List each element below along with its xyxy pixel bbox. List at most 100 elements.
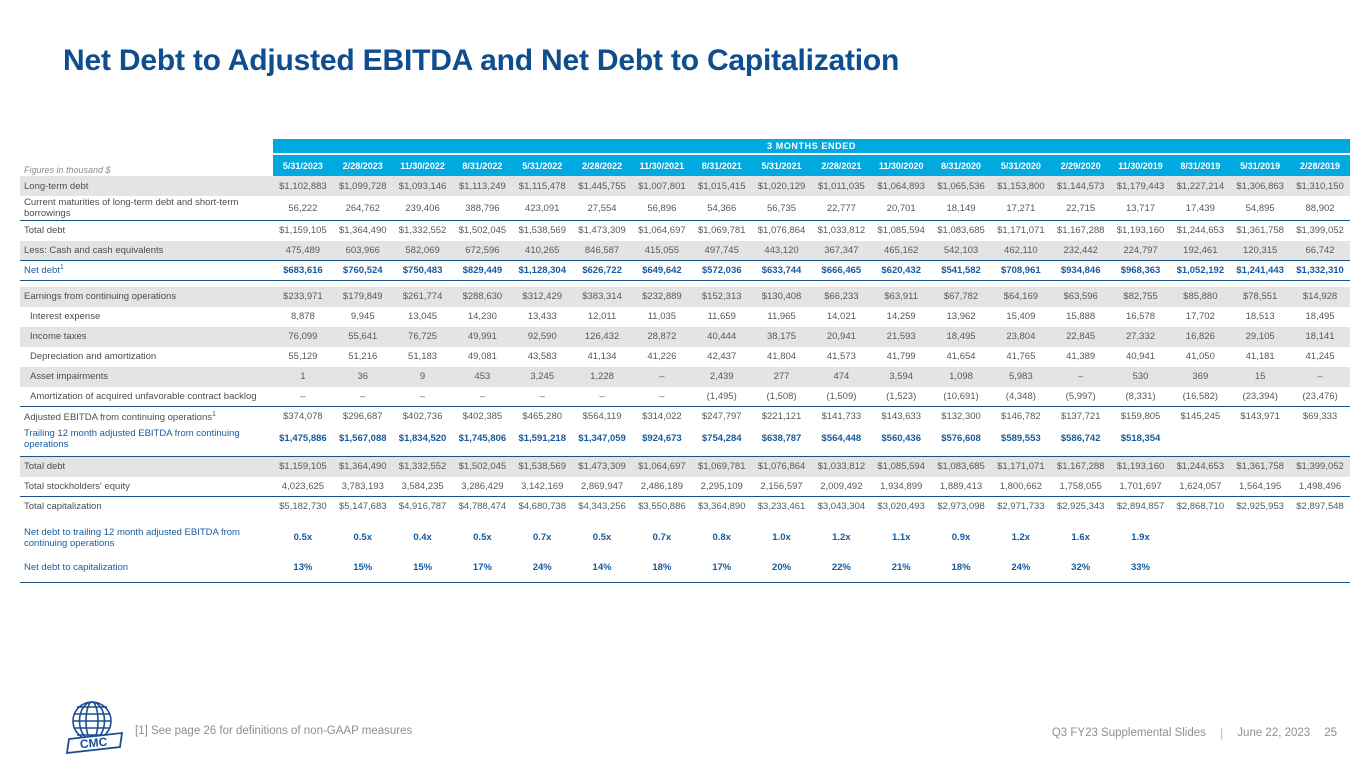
footer-divider: |	[1219, 725, 1224, 740]
cell: $1,332,552	[392, 456, 453, 477]
cell: 21%	[871, 552, 932, 583]
cell: 17%	[452, 552, 513, 583]
cell: 51,183	[408, 351, 438, 362]
cell: $402,385	[452, 406, 513, 427]
cell: $132,300	[931, 406, 991, 427]
cell: 11,035	[647, 311, 677, 322]
cell: 24%	[990, 552, 1051, 583]
cell: 15,888	[1066, 311, 1096, 322]
cell: $1,083,685	[931, 456, 991, 477]
cell: 465,162	[871, 240, 932, 261]
cell: $633,744	[751, 260, 812, 281]
cell: $1,475,886	[279, 433, 327, 444]
cell	[1170, 523, 1230, 553]
cell: $576,608	[941, 433, 981, 444]
cell	[1170, 552, 1231, 583]
cell: $1,033,812	[811, 220, 872, 241]
cell: 0.8x	[712, 532, 731, 543]
cell: $1,064,697	[631, 220, 692, 241]
cell: $1,065,536	[931, 176, 991, 196]
cell: $159,805	[1110, 406, 1171, 427]
cell: $1,064,893	[871, 176, 932, 196]
table-row: Depreciation and amortization 55,129 51,21…	[20, 347, 1350, 367]
cell: (1,523)	[886, 390, 917, 402]
cell: $1,364,490	[332, 456, 393, 477]
cell: 475,489	[273, 240, 333, 261]
column-header: 2/28/2022	[572, 154, 632, 176]
cell: $69,333	[1290, 406, 1350, 427]
row-label: Net debt to capitalization	[20, 552, 273, 583]
cell: 1.2x	[832, 532, 851, 543]
cell: 16,578	[1125, 311, 1156, 322]
cell: 2,439	[691, 366, 752, 387]
cell: $402,736	[392, 406, 453, 427]
table-row: Amortization of acquired unfavorable con…	[20, 387, 1350, 407]
cell: $1,069,781	[691, 456, 752, 477]
cell: $968,363	[1110, 260, 1171, 281]
cell: $1,099,728	[332, 176, 393, 196]
cell: (23,394)	[1242, 390, 1278, 402]
cell: $1,128,304	[512, 260, 573, 281]
cell: $620,432	[871, 260, 932, 281]
cell: $143,633	[871, 406, 932, 427]
cell: $2,897,548	[1290, 496, 1350, 517]
cell: 1,701,697	[1119, 480, 1162, 492]
cell: 15%	[392, 552, 453, 583]
cell: $1,083,685	[931, 220, 991, 241]
table-row: Current maturities of long-term debt and…	[20, 196, 1350, 221]
cell: 42,437	[707, 351, 737, 362]
cell: $1,310,150	[1290, 176, 1350, 196]
row-label: Depreciation and amortization	[30, 351, 157, 362]
cell: $1,085,594	[871, 220, 932, 241]
cell: $261,774	[392, 286, 453, 307]
cmc-globe-logo: CMC	[65, 701, 124, 755]
cell: 27,554	[587, 202, 617, 214]
cell: 3,594	[871, 366, 932, 387]
cell: $4,680,738	[512, 496, 573, 517]
cell: 13%	[273, 552, 333, 583]
cell: 18,149	[946, 202, 976, 214]
cell: $137,721	[1050, 406, 1111, 427]
cell: $1,115,478	[512, 176, 573, 196]
cell: 0.5x	[473, 532, 492, 543]
cell: 9,945	[350, 311, 375, 322]
table-row: Long-term debt $1,102,883 $1,099,728 $1,093…	[20, 176, 1350, 196]
cell: (23,476)	[1302, 390, 1338, 402]
cell: 40,941	[1125, 351, 1156, 362]
table-row: Interest expense 8,878 9,945 13,045 14,230 13…	[20, 307, 1350, 327]
column-header: 8/31/2022	[452, 154, 513, 176]
cell: 14,230	[467, 311, 497, 322]
cell: 0.7x	[652, 532, 672, 543]
cell: 27,332	[1110, 326, 1171, 347]
cell: 18%	[931, 552, 991, 583]
cell: $1,241,443	[1230, 260, 1291, 281]
cell: $247,797	[691, 406, 752, 427]
row-label: Trailing 12 month adjusted EBITDA from c…	[24, 427, 240, 450]
cell: 1,758,055	[1059, 480, 1102, 492]
cell: 2,156,597	[760, 480, 803, 492]
cell: 16,826	[1170, 326, 1231, 347]
cell: 410,265	[512, 240, 573, 261]
cell: $1,144,573	[1050, 176, 1111, 196]
column-header: 2/28/2021	[811, 154, 872, 176]
cell: $4,788,474	[452, 496, 513, 517]
cell: 18,141	[1290, 326, 1350, 347]
page-number: 25	[1324, 726, 1337, 739]
cell: 1.6x	[1071, 532, 1090, 543]
cell: 17,439	[1185, 202, 1215, 214]
cell: $1,502,045	[452, 220, 513, 241]
cell: 9	[392, 366, 453, 387]
svg-text:CMC: CMC	[79, 735, 108, 752]
table-row: Less: Cash and cash equivalents 475,489 60…	[20, 240, 1350, 261]
cell: $85,880	[1170, 286, 1231, 307]
cell: $1,227,214	[1170, 176, 1231, 196]
column-header: 5/31/2020	[990, 154, 1051, 176]
financial-table-container: Figures in thousand $3 MONTHS ENDED 5/31/…	[20, 139, 1350, 583]
cell: 14%	[572, 552, 632, 583]
cell: (1,508)	[766, 390, 797, 402]
cell: $586,742	[1060, 433, 1101, 444]
cell: 54,366	[707, 202, 737, 214]
cell: 21,593	[871, 326, 932, 347]
cell: $130,408	[751, 286, 812, 307]
cell: 3,245	[512, 366, 573, 387]
